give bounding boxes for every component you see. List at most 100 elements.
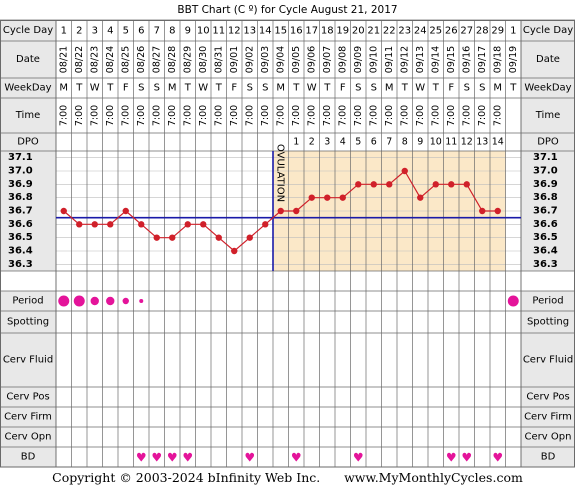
ovulation-label: OVULATION [275, 144, 286, 202]
date-label: 09/08 [337, 46, 348, 73]
date-label: 09/01 [229, 46, 240, 73]
row-label-bg-left [0, 291, 56, 311]
row-label-dpo-left: DPO [17, 137, 39, 148]
cycle-day-label: 15 [274, 26, 287, 37]
time-label: 7:00 [136, 105, 147, 126]
cycle-day-label: 19 [336, 26, 349, 37]
cycle-day-label: 9 [185, 26, 191, 37]
date-label: 09/09 [353, 46, 364, 73]
y-tick-label-right: 36.5 [533, 232, 558, 243]
cycle-day-label: 3 [92, 26, 98, 37]
y-tick-label-left: 37.1 [8, 152, 33, 163]
cycle-day-label: 17 [305, 26, 318, 37]
bd-heart-icon: ♥ [136, 451, 147, 465]
temperature-point [448, 181, 455, 188]
date-label: 09/11 [384, 46, 395, 73]
temperature-point [277, 207, 284, 215]
row-label-bg-left [0, 133, 56, 151]
row-label-bg-left [0, 41, 56, 78]
y-tick-label-left: 36.4 [8, 246, 33, 257]
temperature-point [169, 234, 176, 241]
cycle-day-label: 7 [154, 26, 160, 37]
dpo-label: 13 [476, 137, 488, 148]
cycle-day-label: 18 [321, 26, 334, 37]
weekday-label: F [340, 83, 346, 94]
y-tick-label-right: 36.3 [533, 259, 558, 270]
y-tick-label-left: 36.8 [8, 192, 33, 203]
temperature-point [293, 207, 300, 215]
temperature-point [308, 194, 315, 201]
cycle-day-label: 12 [228, 26, 241, 37]
row-label-time-left: Time [15, 110, 40, 121]
row-label-cerv-firm-right: Cerv Firm [524, 412, 572, 423]
row-label-cerv-pos-left: Cerv Pos [6, 392, 49, 403]
time-label: 7:00 [337, 105, 348, 126]
weekday-label: S [479, 83, 485, 94]
date-label: 08/31 [213, 46, 224, 73]
row-label-bg-right [521, 387, 575, 407]
row-label-bg-left [0, 447, 56, 467]
period-dot [73, 295, 85, 307]
row-label-period-left: Period [12, 296, 43, 307]
temperature-point [91, 221, 98, 228]
temperature-point [122, 207, 129, 215]
time-label: 7:00 [229, 105, 240, 126]
weekday-label: M [276, 83, 285, 94]
time-label: 7:00 [461, 105, 472, 126]
weekday-label: W [198, 83, 208, 94]
dpo-label: 8 [402, 137, 408, 148]
date-label: 09/18 [492, 46, 503, 73]
bbt-chart: BBT Chart (C º) for Cycle August 21, 201… [0, 4, 575, 468]
weekday-label: M [493, 83, 502, 94]
dpo-label: 12 [461, 137, 473, 148]
weekday-label: M [168, 83, 177, 94]
y-tick-label-left: 37.0 [8, 166, 33, 177]
time-label: 7:00 [275, 105, 286, 126]
row-label-bg-left [0, 78, 56, 98]
chart-title: BBT Chart (C º) for Cycle August 21, 201… [177, 4, 397, 16]
dpo-label: 3 [324, 137, 330, 148]
weekday-label: T [215, 83, 223, 94]
row-label-cerv-fluid-right: Cerv Fluid [523, 355, 573, 366]
weekday-label: T [432, 83, 440, 94]
time-label: 7:00 [384, 105, 395, 126]
dpo-label: 2 [309, 137, 315, 148]
time-label: 7:00 [353, 105, 364, 126]
temperature-point [231, 247, 238, 255]
cycle-day-label: 1 [61, 26, 67, 37]
temperature-point [107, 221, 114, 228]
y-tick-label-right: 36.7 [533, 206, 558, 217]
time-label: 7:00 [446, 105, 457, 126]
row-label-cycle-day-left: Cycle Day [3, 25, 53, 36]
temperature-point [76, 221, 83, 228]
date-label: 08/21 [58, 46, 69, 73]
date-label: 09/10 [368, 46, 379, 73]
temperature-point [138, 221, 145, 228]
row-label-bg-right [521, 333, 575, 387]
site-link[interactable]: www.MyMonthlyCycles.com [344, 470, 523, 485]
bd-heart-icon: ♥ [182, 451, 193, 465]
time-label: 7:00 [306, 105, 317, 126]
weekday-label: T [75, 83, 83, 94]
temp-axis-bg-left [0, 151, 56, 271]
copyright-text: Copyright © 2003-2024 bInfinity Web Inc. [52, 470, 321, 485]
bd-heart-icon: ♥ [353, 451, 364, 465]
period-dot [106, 296, 115, 306]
date-label: 09/04 [275, 46, 286, 73]
time-label: 7:00 [120, 105, 131, 126]
date-label: 08/24 [105, 46, 116, 73]
bd-heart-icon: ♥ [492, 451, 503, 465]
cycle-day-label: 23 [398, 26, 411, 37]
row-label-period-right: Period [532, 296, 563, 307]
row-label-bg-left [0, 407, 56, 427]
row-label-spotting-left: Spotting [7, 317, 49, 328]
row-label-bg-right [521, 41, 575, 78]
time-label: 7:00 [89, 105, 100, 126]
time-label: 7:00 [260, 105, 271, 126]
time-label: 7:00 [58, 105, 69, 126]
temperature-point [432, 181, 439, 188]
weekday-label: F [123, 83, 129, 94]
period-dot [139, 299, 144, 303]
bd-heart-icon: ♥ [461, 451, 472, 465]
date-label: 09/12 [399, 46, 410, 73]
